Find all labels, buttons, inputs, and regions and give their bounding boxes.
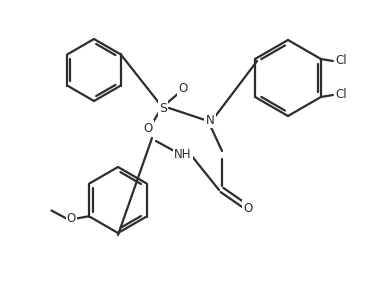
Text: Cl: Cl — [335, 54, 347, 67]
Text: O: O — [144, 122, 153, 134]
Text: O: O — [243, 202, 253, 214]
Text: O: O — [178, 81, 188, 95]
Text: N: N — [206, 113, 214, 127]
Text: Cl: Cl — [335, 88, 347, 101]
Text: O: O — [67, 212, 76, 225]
Text: NH: NH — [174, 149, 192, 161]
Text: S: S — [159, 101, 167, 115]
